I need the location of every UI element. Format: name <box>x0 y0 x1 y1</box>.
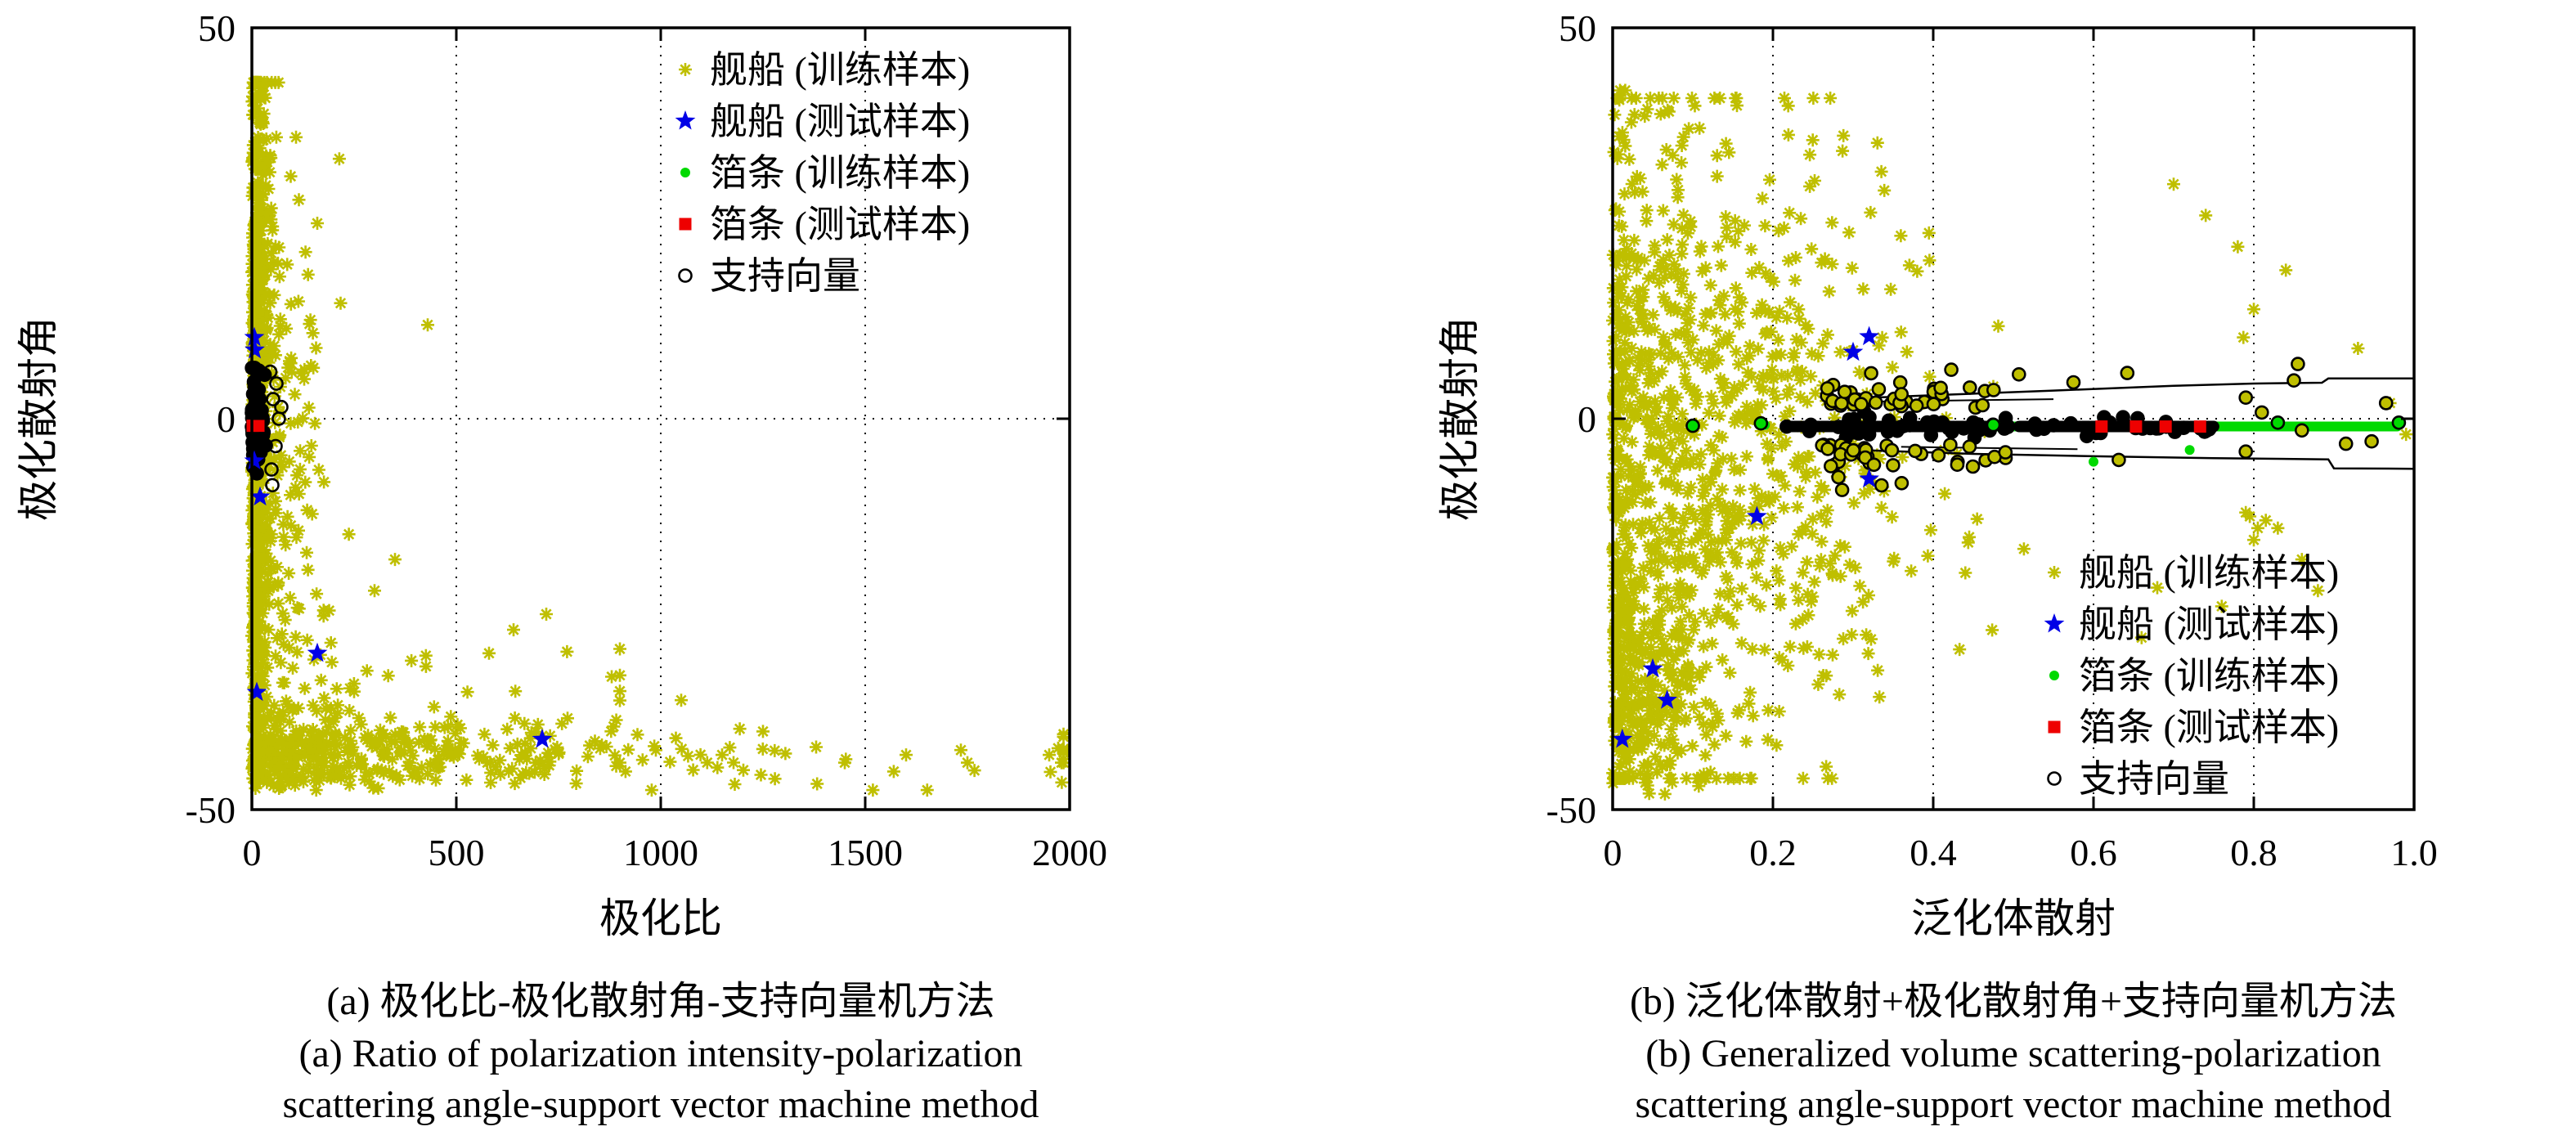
axis-frame-b <box>1611 26 2416 811</box>
y-tick-label: 50 <box>1559 7 1596 49</box>
legend-label-star: 舰船 (测试样本) <box>710 101 970 142</box>
y-tick-label: -50 <box>1546 789 1596 831</box>
legend-a: 舰船 (训练样本) 舰船 (测试样本) 箔条 (训练样本) 箔条 (测试样本) 支持向量 <box>675 49 970 297</box>
x-tick-label: 1.0 <box>2390 832 2438 873</box>
x-axis-label-a: 极化比 <box>599 895 722 941</box>
caption-b-line2: (b) Generalized volume scattering-polari… <box>1645 1032 2381 1075</box>
legend-label-dot: 箔条 (训练样本) <box>710 152 970 194</box>
legend-label-ast: 舰船 (训练样本) <box>710 49 970 91</box>
legend-label-dot: 箔条 (训练样本) <box>2079 655 2339 697</box>
y-axis-label-b: 极化散射角 <box>1437 316 1483 521</box>
x-tick-label: 2000 <box>1032 832 1107 873</box>
legend-label-ast: 舰船 (训练样本) <box>2079 552 2339 594</box>
y-axis-label-a: 极化散射角 <box>16 316 61 521</box>
legend-label-star: 舰船 (测试样本) <box>2079 604 2339 645</box>
series-chaff-test-a <box>246 420 265 433</box>
x-tick-label: 0 <box>1604 832 1622 873</box>
caption-a-line2: (a) Ratio of polarization intensity-pola… <box>298 1032 1022 1075</box>
axis-frame-a <box>250 26 1071 811</box>
x-tick-label: 0.4 <box>1910 832 1957 873</box>
x-tick-label: 0.6 <box>2070 832 2117 873</box>
series-margin-inner-lower-b <box>1901 446 2078 451</box>
x-tick-label: 0 <box>243 832 262 873</box>
series-ship-train-outliers-a <box>283 168 1070 770</box>
legend-label-sq: 箔条 (测试样本) <box>2079 707 2339 748</box>
legend-label-sq: 箔条 (测试样本) <box>710 204 970 245</box>
y-tick-label: 0 <box>1577 398 1596 440</box>
legend-label-ring: 支持向量 <box>2079 758 2229 800</box>
grid-a <box>252 28 1070 810</box>
x-tick-label: 500 <box>429 832 485 873</box>
y-tick-label: 50 <box>198 7 236 49</box>
y-tick-label: -50 <box>186 789 236 831</box>
x-tick-label: 1500 <box>828 832 903 873</box>
caption-b-line1: (b) 泛化体散射+极化散射角+支持向量机方法 <box>1630 980 2397 1023</box>
y-tick-label: 0 <box>217 398 236 440</box>
x-tick-label: 1000 <box>623 832 698 873</box>
x-tick-label: 0.2 <box>1749 832 1797 873</box>
series-margin-lower-b <box>1856 448 2414 470</box>
caption-a-line1: (a) 极化比-极化散射角-支持向量机方法 <box>326 980 994 1023</box>
series-margin-upper-b <box>1833 377 2413 401</box>
legend-label-ring: 支持向量 <box>710 255 860 297</box>
legend-b: 舰船 (训练样本) 舰船 (测试样本) 箔条 (训练样本) 箔条 (测试样本) 支持向量 <box>2044 552 2339 800</box>
series-support-vector-right-b <box>2238 357 2394 460</box>
x-axis-label-b: 泛化体散射 <box>1911 895 2116 941</box>
caption-a-line3: scattering angle-support vector machine … <box>282 1083 1039 1126</box>
caption-b-line3: scattering angle-support vector machine … <box>1635 1083 2391 1126</box>
x-tick-label: 0.8 <box>2230 832 2278 873</box>
